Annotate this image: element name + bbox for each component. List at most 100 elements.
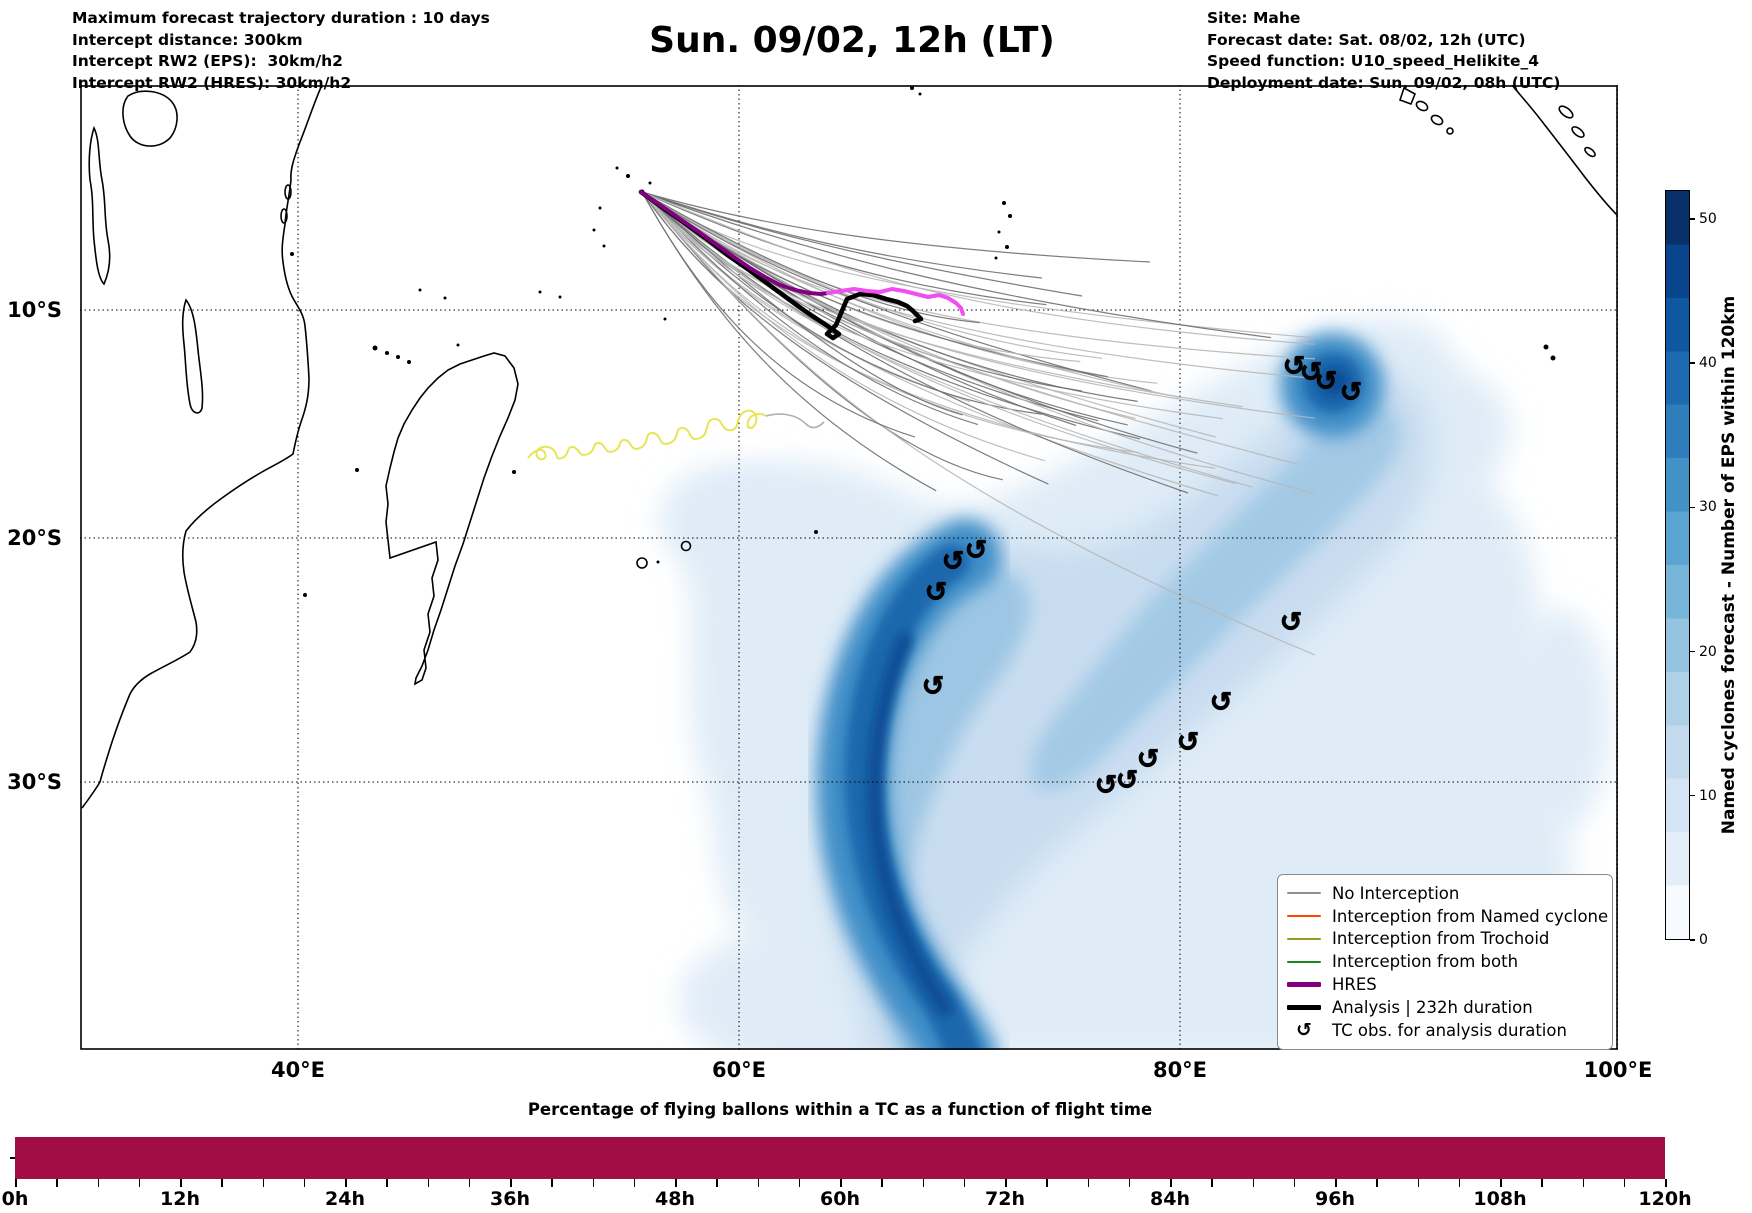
island-outline	[1571, 126, 1585, 138]
legend-line-swatch	[1287, 1004, 1321, 1010]
time-axis-tick	[716, 1179, 718, 1187]
legend-item-label: Analysis | 232h duration	[1332, 997, 1533, 1017]
pemba-outline	[280, 208, 288, 224]
time-axis-tick	[138, 1179, 141, 1187]
sumatra-coastline	[1511, 85, 1618, 217]
legend-row: Analysis | 232h duration	[1287, 996, 1602, 1019]
island-outline	[1446, 127, 1454, 135]
page-title: Sun. 09/02, 12h (LT)	[649, 20, 1055, 61]
time-axis-tick	[180, 1179, 182, 1187]
time-axis-tick	[633, 1179, 636, 1187]
tc-obs-icon: ↺	[965, 535, 988, 566]
island-outline	[1558, 105, 1574, 119]
time-axis-tick	[1541, 1179, 1543, 1187]
time-axis-tick	[1500, 1179, 1502, 1187]
longitude-tick-label: 60°E	[711, 1058, 767, 1082]
ensemble-trajectory	[641, 191, 1223, 420]
tc-observation-markers: ↺↺↺ ↺↺ ↺↺↺↺↺↺↺↺↺	[921, 351, 1363, 802]
time-axis-tick	[922, 1179, 925, 1187]
longitude-tick-label: 40°E	[270, 1058, 326, 1082]
time-axis-label: 48h	[655, 1188, 695, 1210]
time-axis-tick	[1170, 1179, 1172, 1187]
colorbar-tick-label: 10	[1699, 787, 1717, 804]
time-axis-tick	[1046, 1179, 1048, 1187]
trochoid-link-track	[765, 413, 825, 429]
time-axis-tick	[551, 1179, 553, 1187]
time-axis-label: 36h	[490, 1188, 530, 1210]
ensemble-trajectory	[641, 191, 1272, 339]
legend-item-label: Interception from Trochoid	[1332, 929, 1550, 949]
ensemble-trajectory	[641, 191, 1003, 481]
time-axis-label: 0h	[1, 1188, 29, 1210]
legend-line-swatch	[1287, 937, 1321, 940]
ensemble-trajectory	[641, 191, 980, 324]
forecast-setting-line: Intercept RW2 (HRES): 30km/h2	[72, 73, 352, 92]
time-axis-tick	[221, 1179, 223, 1187]
time-axis-label: 96h	[1315, 1188, 1355, 1210]
forecast-setting-line: Intercept RW2 (EPS): 30km/h2	[72, 52, 343, 70]
time-axis-tick	[1005, 1179, 1007, 1187]
tc-obs-icon: ↺	[1210, 687, 1233, 718]
ensemble-trajectory	[641, 191, 1047, 306]
tc-obs-icon: ↺	[1095, 770, 1118, 801]
time-axis-tick	[427, 1179, 430, 1187]
colorbar-label: Named cyclones forecast - Number of EPS …	[1719, 295, 1739, 835]
legend-item-label: Interception from Named cyclone	[1332, 906, 1609, 926]
ensemble-trajectory	[641, 191, 1253, 488]
time-axis-tick	[56, 1179, 58, 1187]
lake-tanganyika-outline	[88, 125, 111, 286]
colorbar-tick	[1690, 650, 1695, 653]
time-axis-tick	[798, 1179, 801, 1187]
time-axis-label: 12h	[160, 1188, 200, 1210]
tc-obs-icon: ↺	[1340, 377, 1363, 408]
time-axis-tick	[1293, 1179, 1296, 1187]
colorbar-tick-label: 30	[1699, 499, 1717, 516]
ensemble-trajectory	[641, 191, 1189, 494]
time-axis-tick	[675, 1179, 677, 1187]
ensemble-trajectory	[641, 191, 1316, 345]
time-axis-tick	[1582, 1179, 1585, 1187]
map-border	[80, 85, 1618, 1050]
legend-item-label: Interception from both	[1332, 952, 1519, 972]
ensemble-trajectory	[641, 191, 1216, 469]
colorbar-tick-label: 0	[1699, 932, 1708, 948]
legend-line-swatch	[1287, 915, 1321, 918]
ensemble-trajectory	[641, 191, 916, 438]
island-outline	[1398, 86, 1417, 106]
time-axis-tick	[881, 1179, 883, 1187]
time-axis-tick	[1458, 1179, 1461, 1187]
time-axis-label: 120h	[1638, 1188, 1692, 1210]
colorbar-tick-label: 40	[1699, 355, 1717, 372]
time-axis-tick	[1376, 1179, 1378, 1187]
tc-obs-icon: ↺	[942, 546, 965, 577]
tc-obs-icon: ↺	[1300, 357, 1323, 388]
time-axis-tick	[963, 1179, 966, 1187]
time-axis-label: 72h	[985, 1188, 1025, 1210]
forecast-setting-line: Intercept distance: 300km	[72, 30, 303, 49]
legend-row: ↺ TC obs. for analysis duration	[1287, 1019, 1602, 1042]
time-axis-tick	[303, 1179, 306, 1187]
legend-row: Interception from Trochoid	[1287, 928, 1602, 951]
tc-obs-icon: ↺	[925, 577, 948, 608]
legend-line-swatch	[1287, 892, 1321, 895]
longitude-tick-label: 80°E	[1152, 1058, 1208, 1082]
time-axis-tick	[1087, 1179, 1090, 1187]
hres-track	[639, 190, 830, 296]
site-info-line: Deployment date: Sun. 09/02, 08h (UTC)	[1207, 73, 1561, 92]
time-axis-tick	[262, 1179, 265, 1187]
mauritius-outline	[680, 540, 692, 552]
legend-line-swatch	[1287, 982, 1321, 988]
map-legend: No Interception Interception from Named c…	[1277, 874, 1613, 1050]
cyclone-density-heatmap	[660, 318, 1610, 1050]
latitude-tick-label: 20°S	[7, 526, 62, 550]
tc-obs-icon: ↺	[1116, 765, 1139, 796]
tc-obs-icon: ↺	[922, 671, 945, 702]
legend-line-swatch	[1287, 960, 1321, 963]
colorbar-tick	[1690, 506, 1695, 508]
small-islands	[290, 86, 1556, 597]
ensemble-trajectory	[641, 191, 1152, 392]
tc-obs-icon: ↺	[1315, 366, 1338, 397]
time-axis-tick	[1211, 1179, 1213, 1187]
ensemble-trajectory	[641, 191, 1316, 379]
